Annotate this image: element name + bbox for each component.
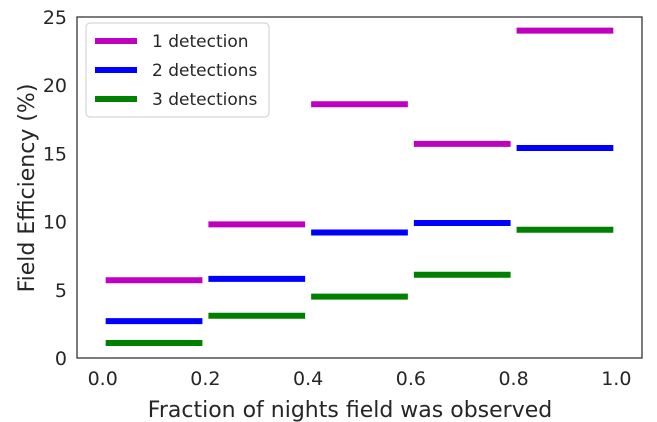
y-tick-labels: 0 5 10 15 20 25 xyxy=(43,7,67,370)
y-tick-label: 20 xyxy=(43,75,67,97)
x-axis-label: Fraction of nights field was observed xyxy=(148,398,552,422)
legend: 1 detection 2 detections 3 detections xyxy=(85,22,270,118)
x-tick-label: 0.6 xyxy=(396,368,426,390)
x-tick-labels: 0.0 0.2 0.4 0.6 0.8 1.0 xyxy=(88,368,632,390)
y-tick-label: 15 xyxy=(43,143,67,165)
x-tick-label: 1.0 xyxy=(601,368,631,390)
x-tick-label: 0.0 xyxy=(88,368,118,390)
legend-label-3: 3 detections xyxy=(152,90,258,110)
plot-frame xyxy=(76,16,643,359)
y-axis-label: Field Efficiency (%) xyxy=(15,84,40,293)
legend-label-2: 2 detections xyxy=(152,61,258,81)
x-tick-label: 0.8 xyxy=(498,368,528,390)
y-tick-label: 5 xyxy=(55,280,67,302)
legend-label-1: 1 detection xyxy=(152,32,249,52)
x-tick-label: 0.4 xyxy=(293,368,323,390)
y-tick-label: 25 xyxy=(43,7,67,29)
x-tick-label: 0.2 xyxy=(190,368,220,390)
y-tick-label: 10 xyxy=(43,212,67,234)
y-tick-label: 0 xyxy=(55,348,67,370)
plot-marks xyxy=(105,27,614,346)
legend-box xyxy=(85,22,270,118)
